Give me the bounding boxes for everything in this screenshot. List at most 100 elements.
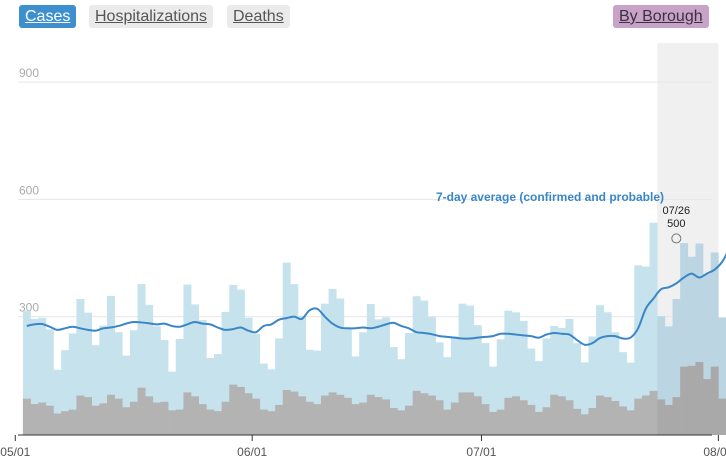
total-cases-bar bbox=[198, 320, 207, 435]
confirmed-cases-bar bbox=[718, 398, 726, 435]
confirmed-cases-bar bbox=[298, 396, 306, 435]
confirmed-cases-bar bbox=[443, 409, 452, 435]
annotation-value-label: 500 bbox=[667, 218, 685, 230]
total-cases-bar bbox=[473, 325, 482, 435]
confirmed-cases-bar bbox=[213, 411, 222, 435]
confirmed-cases-bar bbox=[412, 390, 421, 435]
confirmed-cases-bar bbox=[420, 393, 429, 435]
total-cases-bar bbox=[38, 317, 47, 435]
confirmed-cases-bar bbox=[703, 379, 712, 435]
total-cases-bar bbox=[213, 354, 222, 435]
y-tick-label: 300 bbox=[19, 301, 39, 315]
confirmed-cases-bar bbox=[664, 404, 673, 435]
confirmed-cases-bar bbox=[221, 401, 230, 435]
confirmed-cases-bar bbox=[405, 405, 413, 435]
confirmed-cases-bar bbox=[435, 400, 444, 435]
confirmed-cases-bar bbox=[657, 399, 666, 435]
x-tick-label: 06/01 bbox=[237, 445, 267, 459]
total-cases-bar bbox=[298, 315, 306, 435]
total-cases-bar bbox=[137, 284, 146, 435]
confirmed-cases-bar bbox=[160, 401, 169, 435]
confirmed-cases-bar bbox=[198, 404, 207, 435]
confirmed-cases-bar bbox=[672, 397, 681, 435]
total-cases-bar bbox=[267, 369, 276, 435]
total-cases-bar bbox=[534, 361, 543, 435]
confirmed-cases-bar bbox=[320, 395, 329, 435]
total-cases-bar bbox=[687, 256, 696, 435]
confirmed-cases-bar bbox=[366, 394, 375, 435]
total-cases-bar bbox=[634, 265, 643, 435]
confirmed-cases-bar bbox=[527, 404, 536, 435]
total-cases-bar bbox=[580, 362, 589, 435]
total-cases-bar bbox=[160, 340, 169, 435]
confirmed-cases-bar bbox=[512, 396, 520, 435]
confirmed-cases-bar bbox=[580, 414, 589, 435]
total-cases-bar bbox=[588, 336, 597, 435]
total-cases-bar bbox=[244, 317, 253, 435]
confirmed-cases-bar bbox=[336, 394, 345, 435]
confirmed-cases-bar bbox=[634, 398, 643, 435]
confirmed-cases-bar bbox=[389, 408, 398, 435]
total-cases-bar bbox=[305, 349, 314, 435]
confirmed-cases-bar bbox=[504, 397, 513, 435]
confirmed-cases-bar bbox=[458, 392, 467, 435]
confirmed-cases-bar bbox=[313, 404, 322, 435]
total-cases-bar bbox=[405, 332, 413, 435]
total-cases-bar bbox=[45, 329, 54, 435]
confirmed-cases-bar bbox=[496, 409, 505, 435]
total-cases-bar bbox=[282, 262, 291, 435]
confirmed-cases-bar bbox=[259, 409, 268, 435]
confirmed-cases-bar bbox=[519, 400, 528, 435]
confirmed-cases-bar bbox=[611, 400, 620, 435]
confirmed-cases-bar bbox=[76, 395, 85, 435]
confirmed-cases-bar bbox=[91, 405, 100, 435]
total-cases-bar bbox=[366, 304, 375, 435]
confirmed-cases-bar bbox=[267, 411, 276, 435]
total-cases-bar bbox=[695, 243, 704, 435]
confirmed-cases-bar bbox=[427, 395, 436, 435]
confirmed-cases-bar bbox=[275, 404, 284, 435]
confirmed-cases-bar bbox=[481, 404, 490, 435]
confirmed-cases-bar bbox=[305, 401, 314, 435]
confirmed-cases-bar bbox=[206, 409, 215, 435]
confirmed-cases-bar bbox=[168, 410, 177, 435]
confirmed-cases-bar bbox=[466, 392, 475, 435]
total-cases-bar bbox=[259, 363, 268, 435]
total-cases-bar bbox=[91, 345, 100, 435]
total-cases-bar bbox=[603, 312, 612, 435]
tab-deaths[interactable]: Deaths bbox=[227, 5, 290, 28]
confirmed-cases-bar bbox=[695, 361, 704, 435]
confirmed-cases-bar bbox=[596, 395, 605, 435]
total-cases-bar bbox=[122, 355, 131, 435]
total-cases-bar bbox=[626, 362, 635, 435]
total-cases-bar bbox=[466, 305, 475, 435]
total-cases-bar bbox=[328, 288, 337, 435]
total-cases-bar bbox=[512, 312, 520, 435]
total-cases-bar bbox=[619, 352, 627, 435]
confirmed-cases-bar bbox=[175, 409, 184, 435]
tab-hospitalizations[interactable]: Hospitalizations bbox=[89, 5, 214, 28]
confirmed-cases-bar bbox=[351, 404, 360, 435]
confirmed-cases-bar bbox=[573, 408, 582, 435]
x-tick-label: 05/01 bbox=[0, 445, 30, 459]
confirmed-cases-bar bbox=[641, 395, 650, 435]
total-cases-bar bbox=[718, 317, 726, 435]
confirmed-cases-bar bbox=[710, 366, 719, 435]
total-cases-bar bbox=[206, 358, 215, 435]
average-point-marker bbox=[671, 233, 682, 244]
total-cases-bar bbox=[175, 338, 184, 435]
total-cases-bar bbox=[183, 284, 192, 435]
total-cases-bar bbox=[168, 371, 177, 435]
by-borough-button[interactable]: By Borough bbox=[613, 5, 709, 28]
confirmed-cases-bar bbox=[191, 396, 199, 435]
total-cases-bar bbox=[84, 312, 93, 435]
confirmed-cases-bar bbox=[122, 407, 131, 435]
total-cases-bar bbox=[236, 289, 245, 435]
confirmed-cases-bar bbox=[106, 394, 115, 435]
total-cases-bar bbox=[527, 348, 536, 435]
y-tick-label: 900 bbox=[19, 66, 39, 80]
confirmed-cases-bar bbox=[152, 402, 161, 435]
tab-cases[interactable]: Cases bbox=[19, 5, 77, 28]
confirmed-cases-bar bbox=[229, 384, 238, 435]
total-cases-bar bbox=[649, 222, 658, 435]
